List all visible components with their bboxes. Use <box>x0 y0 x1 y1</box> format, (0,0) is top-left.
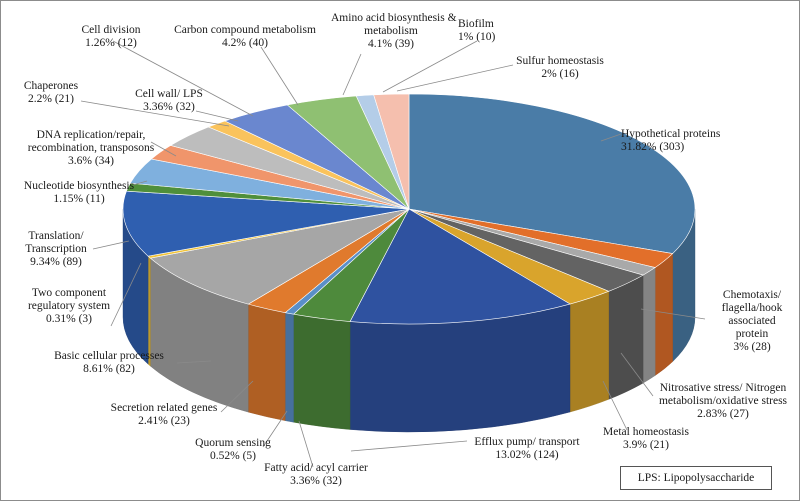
leader-line-5 <box>298 420 314 468</box>
label-sulfur-homeostasis: Sulfur homeostasis 2% (16) <box>516 55 604 80</box>
label-amino-acid: Amino acid biosynthesis & metabolism 4.1% … <box>331 12 457 50</box>
leader-lines <box>80 40 706 468</box>
footnote-box: LPS: Lipopolysaccharide <box>620 466 772 490</box>
label-quorum-sensing: Quorum sensing 0.52% (5) <box>195 437 271 462</box>
label-translation: Translation/Transcription 9.34% (89) <box>25 230 87 268</box>
label-metal-homeostasis: Metal homeostasis 3.9% (21) <box>603 426 689 451</box>
leader-line-4 <box>350 440 468 452</box>
label-carbon-compound: Carbon compound metabolism 4.2% (40) <box>174 24 316 49</box>
pie-slice-side-6 <box>293 313 351 430</box>
label-two-component: Two component regulatory system 0.31% (3) <box>27 287 111 325</box>
label-fatty-acid: Fatty acid/ acyl carrier 3.36% (32) <box>264 462 368 487</box>
label-cell-wall: Cell wall/ LPS 3.36% (32) <box>135 88 203 113</box>
label-nucleotide-biosynthesis: Nucleotide biosynthesis 1.15% (11) <box>23 180 135 205</box>
leader-line-18 <box>382 40 478 93</box>
pie-side-group <box>122 208 696 433</box>
pie-slice-side-7 <box>285 312 294 423</box>
leader-line-0 <box>600 133 622 142</box>
pie-slice-side-2 <box>642 267 656 384</box>
pie-slice-9 <box>149 208 410 305</box>
leader-line-14 <box>195 110 239 122</box>
leader-line-13 <box>80 100 230 127</box>
pie-top-group <box>122 93 696 325</box>
label-hypothetical-proteins: Hypothetical proteins 31.82% (303) <box>621 128 721 153</box>
pie-slice-side-1 <box>654 253 673 376</box>
label-secretion-genes: Secretion related genes 2.41% (23) <box>110 402 218 427</box>
label-biofilm: Biofilm 1% (10) <box>458 18 496 43</box>
label-dna-replication: DNA replication/repair, recombination, tr… <box>27 129 155 167</box>
footnote-text: LPS: Lipopolysaccharide <box>637 472 755 484</box>
leader-line-2 <box>620 352 654 397</box>
label-nitrosative-stress: Nitrosative stress/ Nitrogen metabolism/o… <box>658 382 788 420</box>
leader-line-11 <box>132 180 148 186</box>
leader-line-8 <box>176 360 212 364</box>
label-chaperones: Chaperones 2.2% (21) <box>23 80 79 105</box>
leader-line-12 <box>150 141 177 157</box>
label-efflux-pump: Efflux pump/ transport 13.02% (124) <box>474 436 580 461</box>
pie-slice-side-8 <box>248 303 286 421</box>
leader-line-7 <box>220 380 254 413</box>
leader-line-10 <box>92 240 130 250</box>
leader-line-16 <box>260 46 299 106</box>
pie-slice-11 <box>122 190 410 257</box>
leader-line-19 <box>396 64 514 92</box>
pie-slice-5 <box>349 208 571 325</box>
pie-slice-side-4 <box>569 291 609 413</box>
pie-slice-20 <box>373 93 410 210</box>
leader-line-15 <box>112 40 254 117</box>
leader-line-9 <box>110 262 142 327</box>
leader-line-3 <box>602 380 628 431</box>
label-basic-cellular: Basic cellular processes 8.61% (82) <box>54 350 164 375</box>
label-cell-division: Cell division 1.26% (12) <box>81 24 141 49</box>
leader-line-6 <box>262 410 288 448</box>
label-chemotaxis: Chemotaxis/flagella/hook associated protei… <box>721 289 783 353</box>
leader-line-1 <box>640 308 706 320</box>
pie-slice-0 <box>408 93 696 254</box>
leader-line-17 <box>342 53 362 96</box>
pie-slice-side-3 <box>608 274 644 400</box>
